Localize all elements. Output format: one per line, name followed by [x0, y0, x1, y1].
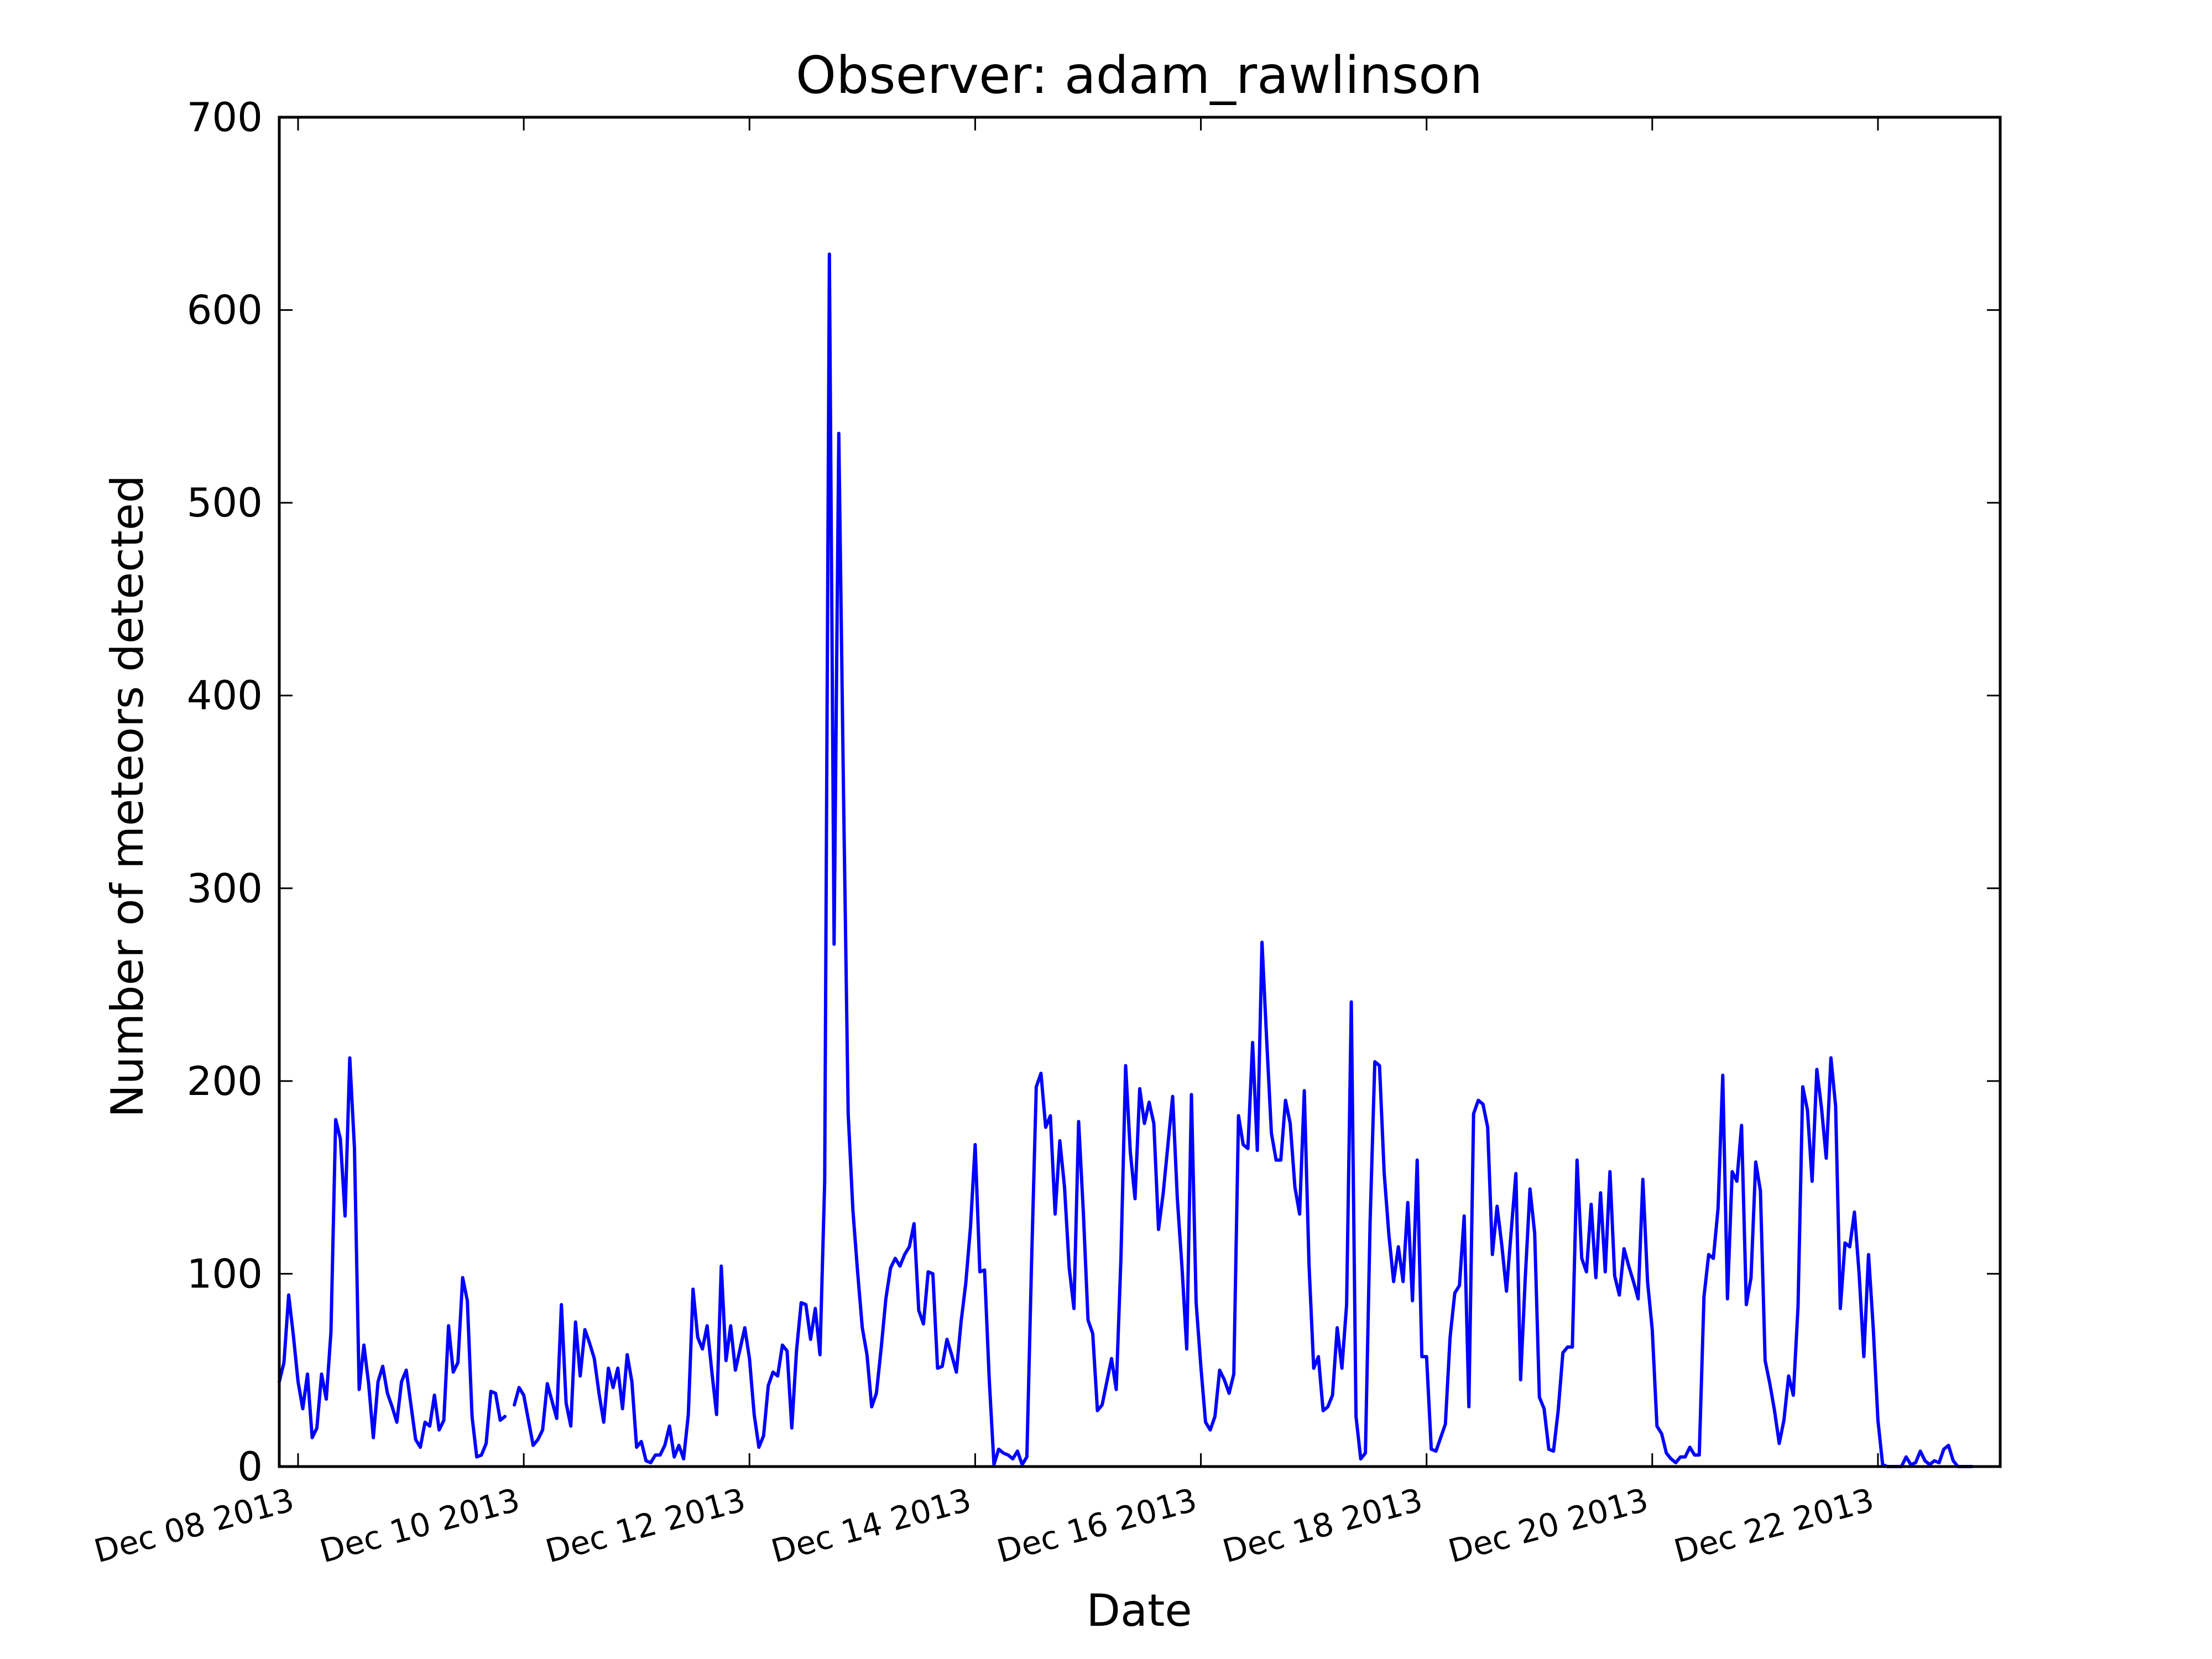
- series-line: [278, 1056, 507, 1459]
- y-tick-label: 400: [187, 672, 263, 719]
- y-tick-label: 0: [237, 1443, 263, 1490]
- x-axis-label: Date: [1086, 1585, 1192, 1636]
- y-tick-label: 300: [187, 865, 263, 911]
- chart-title: Observer: adam_rawlinson: [796, 45, 1483, 105]
- y-tick-label: 500: [187, 479, 263, 526]
- y-tick-label: 100: [187, 1250, 263, 1297]
- y-tick-label: 700: [187, 94, 263, 140]
- series-line: [513, 252, 1974, 1468]
- y-tick-label: 200: [187, 1058, 263, 1104]
- y-axis-label: Number of meteors detected: [102, 475, 153, 1118]
- y-tick-label: 600: [187, 287, 263, 333]
- plot-frame: [278, 116, 2002, 1468]
- series-layer: [278, 252, 1974, 1468]
